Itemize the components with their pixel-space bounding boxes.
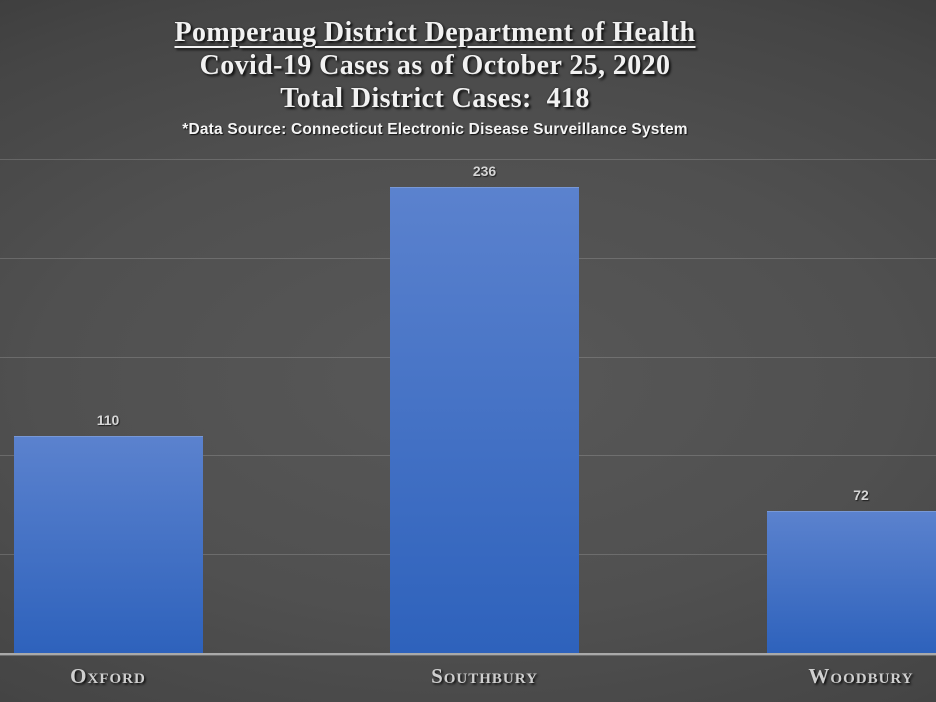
bar-value-label-southbury: 236 (472, 162, 497, 179)
category-label-southbury: Southbury (431, 664, 538, 688)
x-axis-line (0, 653, 936, 656)
bar-value-label-oxford: 110 (96, 411, 120, 428)
bar-southbury (390, 186, 579, 653)
bar-value-label-woodbury: 72 (853, 486, 869, 503)
total-cases-line: Total District Cases: 418 (280, 83, 590, 114)
data-source-note: *Data Source: Connecticut Electronic Dis… (182, 121, 688, 138)
bar-oxford (13, 435, 203, 653)
gridline-250 (0, 159, 936, 160)
chart-subtitle: Covid-19 Cases as of October 25, 2020 (199, 50, 671, 81)
chart-title: Pomperaug District Department of Health (174, 17, 696, 48)
category-label-woodbury: Woodbury (808, 664, 914, 688)
bar-woodbury (766, 510, 936, 653)
chart-header: Pomperaug District Department of Health … (0, 16, 870, 143)
category-label-oxford: Oxford (70, 664, 146, 688)
